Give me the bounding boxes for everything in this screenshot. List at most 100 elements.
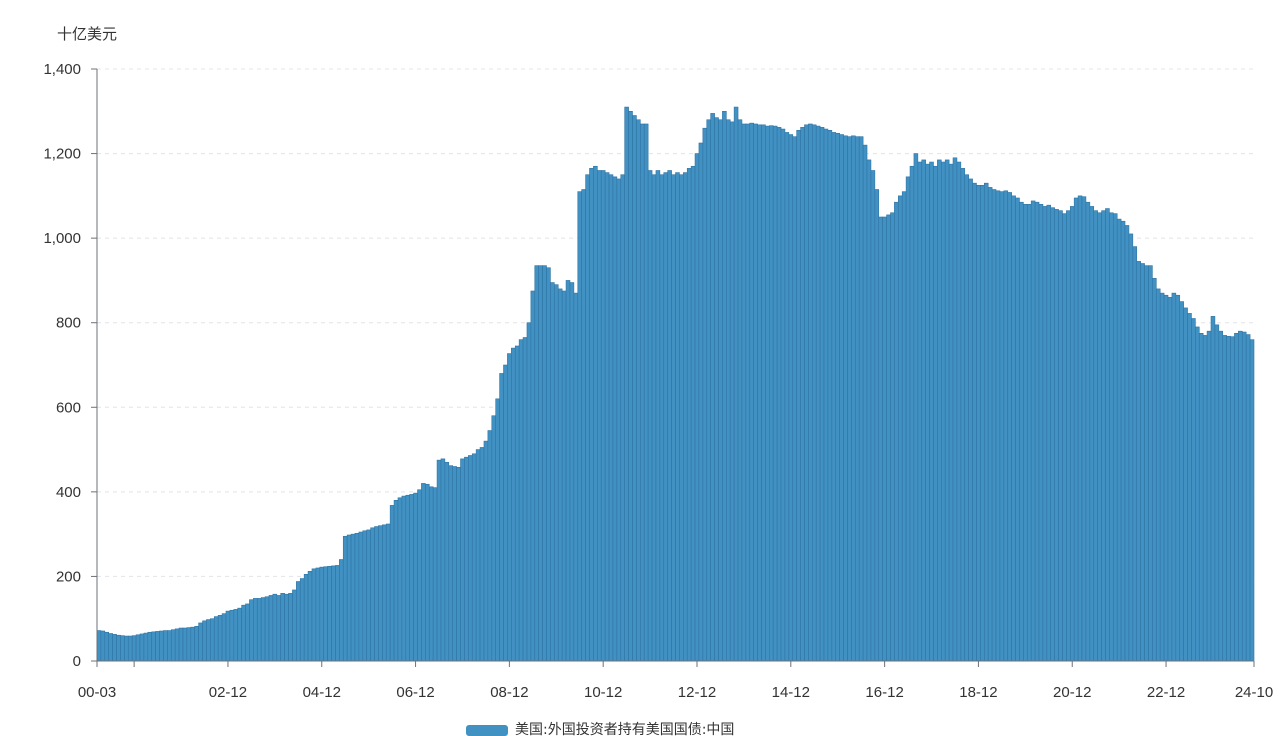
bar [1222, 335, 1227, 662]
bar [933, 165, 938, 662]
bar [464, 456, 469, 662]
bar [319, 566, 325, 662]
bar [1198, 332, 1204, 662]
bar [702, 127, 708, 662]
bar-series [96, 106, 1255, 662]
x-tick-label: 08-12 [490, 684, 528, 701]
bar [1238, 330, 1243, 662]
bar [1042, 206, 1048, 662]
bar [1183, 307, 1188, 662]
bar [339, 559, 344, 662]
bar [1179, 301, 1184, 662]
bar [714, 117, 719, 662]
bar [378, 525, 383, 662]
bar [292, 589, 297, 662]
bar [597, 170, 602, 662]
bar [960, 168, 966, 662]
bar [350, 533, 356, 662]
bar [757, 124, 762, 662]
y-tick-label: 1,400 [43, 61, 81, 78]
bar [1093, 210, 1098, 662]
bar [1175, 294, 1181, 662]
bar [397, 497, 403, 662]
bar [108, 633, 113, 662]
bar [374, 526, 379, 662]
bar [311, 568, 317, 662]
bar [792, 136, 797, 662]
bar [925, 163, 930, 662]
bar [1167, 297, 1173, 662]
bar [170, 629, 176, 662]
bar [921, 159, 926, 662]
bar [514, 345, 520, 662]
bar [253, 598, 258, 662]
bar [1234, 332, 1239, 662]
bar [1116, 218, 1122, 662]
bar [835, 132, 840, 662]
bar [147, 631, 153, 662]
y-tick-label: 400 [56, 484, 81, 501]
bar [1007, 192, 1012, 662]
bar [550, 282, 555, 662]
y-tick-label: 1,200 [43, 146, 81, 163]
bar [1105, 208, 1110, 662]
bar [186, 627, 192, 662]
bar [1062, 213, 1067, 662]
bar [577, 191, 582, 662]
bar [854, 136, 860, 662]
bar [718, 119, 723, 662]
bar [878, 216, 883, 662]
x-tick-label: 14-12 [772, 684, 810, 701]
bar [1089, 206, 1095, 662]
bar [1046, 204, 1052, 662]
bar [569, 282, 575, 662]
bar [952, 157, 958, 662]
bar [303, 574, 309, 662]
bar [983, 182, 989, 662]
bar [776, 127, 782, 662]
bar [749, 122, 754, 662]
bar [526, 322, 532, 662]
bar [554, 284, 559, 662]
bar [124, 635, 129, 662]
bar [1101, 210, 1106, 662]
x-tick-label: 24-10 [1235, 684, 1273, 701]
x-tick-label: 12-12 [678, 684, 716, 701]
y-tick-label: 1,000 [43, 230, 81, 247]
bar [507, 353, 512, 662]
bar [542, 265, 547, 662]
bar [417, 489, 422, 662]
legend-swatch [466, 725, 508, 736]
bar [909, 165, 915, 662]
bar [733, 106, 739, 662]
bar [163, 630, 168, 662]
bar [706, 119, 711, 662]
bar [710, 113, 715, 662]
bar [139, 633, 145, 662]
bar [143, 632, 149, 662]
bar [557, 288, 563, 662]
bar [479, 447, 485, 662]
bar [100, 630, 106, 662]
plot-area: 0 200 400 600 800 1,000 1,200 1,400 00-03 02-12 04… [43, 61, 1273, 701]
bar [409, 494, 414, 662]
bar [1152, 278, 1157, 662]
bar [1214, 324, 1220, 662]
bar [1030, 200, 1036, 662]
bar [831, 132, 837, 662]
y-tick-label: 600 [56, 399, 81, 416]
bar [1058, 210, 1063, 662]
bar [913, 153, 919, 662]
x-tick-label: 16-12 [865, 684, 903, 701]
legend-label: 美国:外国投资者持有美国国债:中国 [515, 722, 734, 736]
bar [475, 449, 481, 662]
bar [1195, 326, 1200, 662]
bar [827, 130, 833, 662]
bar [428, 486, 434, 662]
bar [851, 135, 856, 662]
bar [1144, 265, 1149, 662]
bar [686, 168, 692, 662]
legend-item[interactable]: 美国:外国投资者持有美国国债:中国 [466, 722, 734, 736]
bar [421, 483, 426, 662]
